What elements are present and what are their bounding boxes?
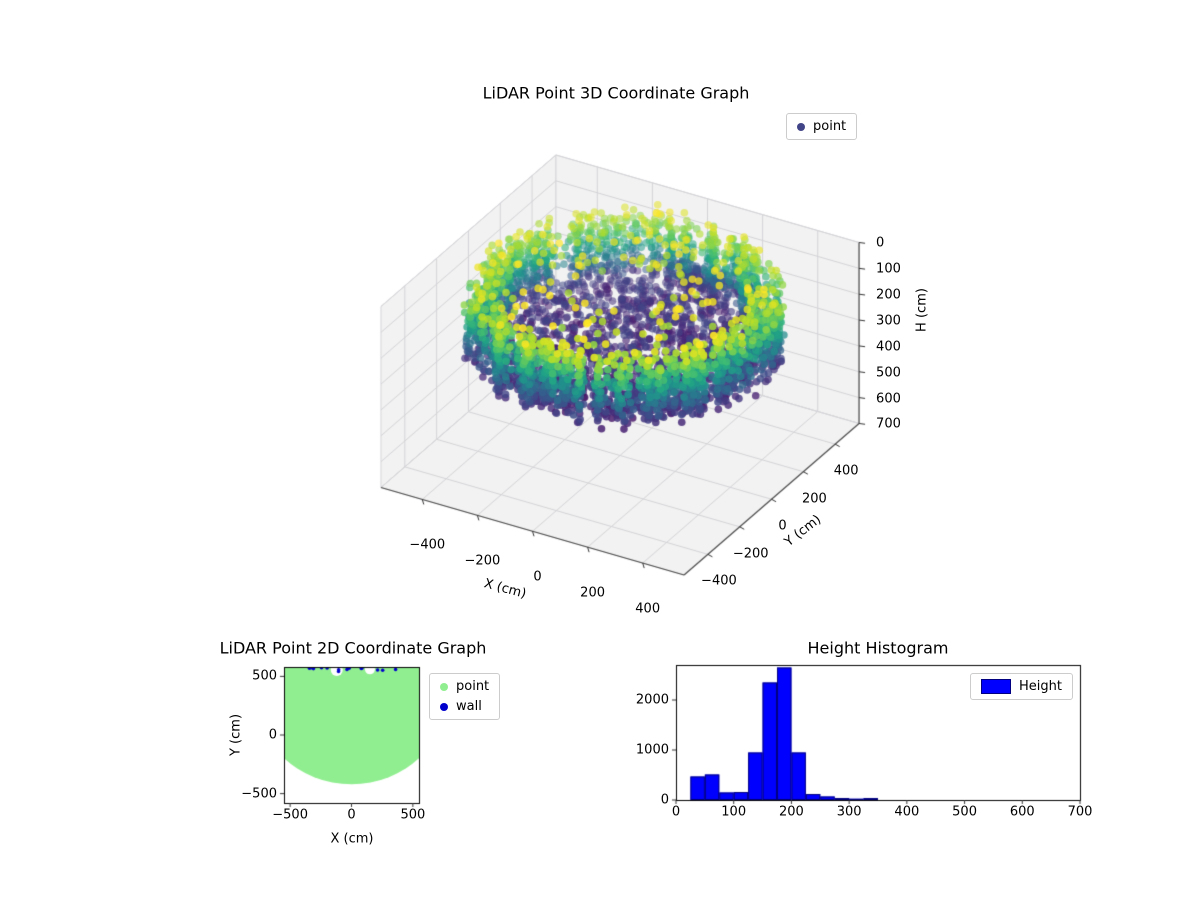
x-tick-label-hist: 400	[894, 804, 920, 820]
legend-label-point: point	[456, 679, 490, 694]
x-tick-label-3d: 400	[635, 601, 661, 617]
legend-3d: point	[786, 113, 858, 140]
x-tick-label-hist: 200	[779, 804, 804, 820]
legend-2d: point wall	[429, 673, 501, 720]
z-tick-label-3d: 700	[876, 416, 901, 432]
x-tick-label-hist: 0	[671, 804, 681, 820]
legend-patch-height-icon	[981, 679, 1011, 694]
legend-marker-wall-icon	[440, 702, 448, 711]
legend-marker-point-icon	[440, 682, 448, 691]
z-tick-label-3d: 300	[876, 313, 901, 329]
y-tick-label-hist: 1000	[635, 742, 669, 758]
x-tick-label-hist: 700	[1067, 804, 1093, 820]
x-tick-label-3d: 200	[580, 585, 606, 601]
y-axis-label-2d: Y (cm)	[228, 713, 244, 757]
x-axis-label-2d: X (cm)	[330, 831, 374, 847]
x-tick-label-2d: −500	[272, 807, 308, 823]
z-tick-label-3d: 0	[876, 235, 885, 251]
title-histogram: Height Histogram	[807, 638, 949, 658]
y-tick-label-3d: −200	[732, 546, 769, 562]
y-tick-label-3d: −400	[701, 573, 737, 589]
y-tick-label-hist: 0	[660, 792, 669, 808]
y-tick-label-3d: 200	[801, 491, 827, 507]
y-tick-label-hist: 2000	[635, 692, 669, 708]
x-tick-label-2d: 0	[347, 807, 356, 823]
x-tick-label-2d: 500	[400, 807, 426, 823]
legend-label-point: point	[813, 119, 847, 134]
x-tick-label-3d: −400	[409, 537, 446, 553]
y-tick-label-3d: 0	[778, 518, 787, 534]
x-tick-label-hist: 100	[721, 804, 747, 820]
legend-label-wall: wall	[456, 699, 482, 714]
z-tick-label-3d: 600	[876, 391, 901, 407]
y-tick-label-2d: 0	[268, 727, 277, 743]
z-tick-label-3d: 500	[876, 365, 901, 381]
z-tick-label-3d: 200	[876, 287, 901, 303]
legend-row-point: point	[440, 679, 489, 694]
y-tick-label-2d: 500	[252, 668, 277, 684]
legend-row-wall: wall	[440, 699, 489, 714]
y-tick-label-3d: 400	[833, 463, 859, 479]
z-tick-label-3d: 400	[876, 339, 901, 355]
legend-label-height: Height	[1019, 679, 1062, 694]
x-tick-label-hist: 500	[952, 804, 977, 820]
x-tick-label-3d: −200	[464, 553, 501, 569]
x-tick-label-3d: 0	[533, 569, 542, 585]
legend-row-point: point	[797, 119, 846, 134]
z-tick-label-3d: 100	[876, 261, 901, 277]
title-3d-chart: LiDAR Point 3D Coordinate Graph	[482, 83, 750, 103]
title-2d-chart: LiDAR Point 2D Coordinate Graph	[219, 638, 487, 658]
legend-histogram: Height	[970, 673, 1073, 700]
x-tick-label-hist: 300	[836, 804, 862, 820]
legend-row-height: Height	[981, 679, 1062, 694]
x-tick-label-hist: 600	[1009, 804, 1035, 820]
z-axis-label-3d: H (cm)	[914, 288, 930, 332]
legend-marker-point-icon	[797, 122, 805, 131]
y-tick-label-2d: −500	[241, 786, 277, 802]
